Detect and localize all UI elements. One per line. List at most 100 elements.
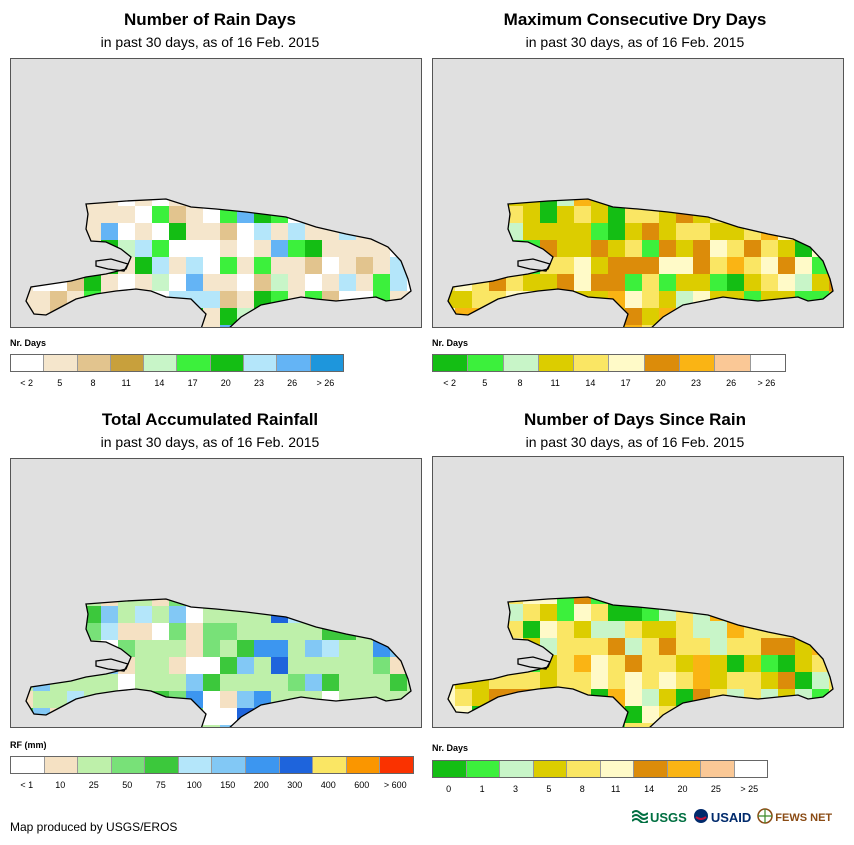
map-days-since-rain[interactable] xyxy=(432,456,844,728)
map-grid-cell xyxy=(237,199,254,206)
map-grid-cell xyxy=(591,274,608,291)
legend-swatch xyxy=(574,355,610,371)
map-grid-cell xyxy=(288,199,305,206)
map-grid-cell xyxy=(118,325,135,327)
map-grid-cell xyxy=(608,291,625,308)
legend-bar xyxy=(432,354,786,372)
map-grid-cell xyxy=(84,308,101,325)
gonave-coastline xyxy=(517,258,551,272)
legend-swatch xyxy=(44,757,79,773)
map-grid-cell xyxy=(84,725,101,727)
map-grid-cell xyxy=(305,308,322,325)
map-grid-cell xyxy=(693,597,710,604)
map-grid-cell xyxy=(659,199,676,206)
map-grid-cell xyxy=(152,199,169,206)
panel-subtitle: in past 30 days, as of 16 Feb. 2015 xyxy=(525,34,745,50)
map-grid-cell xyxy=(812,206,829,223)
panel-days-since-rain: Number of Days Since Rain in past 30 day… xyxy=(425,400,845,800)
map-grid-cell xyxy=(574,604,591,621)
map-grid-cell xyxy=(557,308,574,325)
map-grid-cell xyxy=(727,199,744,206)
legend-tick-label: 20 xyxy=(655,378,666,388)
map-grid-cell xyxy=(271,623,288,640)
map-grid-cell xyxy=(761,274,778,291)
map-grid-cell xyxy=(812,621,829,638)
map-grid-cell xyxy=(693,274,710,291)
map-grid-cell xyxy=(26,599,33,606)
legend-tick-label: > 25 xyxy=(740,784,759,794)
map-grid-cell xyxy=(339,708,356,725)
map-grid-cell xyxy=(744,240,761,257)
map-grid-cell xyxy=(795,199,812,206)
map-grid-cell xyxy=(84,657,101,674)
map-dry-days[interactable] xyxy=(432,58,844,328)
map-grid-cell xyxy=(50,206,67,223)
map-grid-cell xyxy=(778,723,795,727)
map-grid-cell xyxy=(693,604,710,621)
legend-swatch xyxy=(44,355,78,371)
map-grid-cell xyxy=(169,240,186,257)
map-grid-cell xyxy=(812,308,829,325)
map-grid-cell xyxy=(33,199,50,206)
map-grid-cell xyxy=(254,223,271,240)
map-grid-cell xyxy=(761,308,778,325)
map-grid-cell xyxy=(254,199,271,206)
legend-swatch xyxy=(11,757,45,773)
map-grid-cell xyxy=(322,308,339,325)
map-grid-cell xyxy=(254,708,271,725)
map-grid-cell xyxy=(203,223,220,240)
map-grid-cell xyxy=(373,325,390,327)
map-grid-cell xyxy=(50,725,67,727)
map-grid-cell xyxy=(101,206,118,223)
map-grid-cell xyxy=(557,597,574,604)
legend-title: RF (mm) xyxy=(10,740,47,750)
map-grid-cell xyxy=(455,240,472,257)
map-grid-cell xyxy=(118,223,135,240)
map-grid-cell xyxy=(506,240,523,257)
map-grid-cell xyxy=(778,206,795,223)
map-grid-cell xyxy=(676,706,693,723)
map-grid-cell xyxy=(795,723,812,727)
map-grid-cell xyxy=(203,206,220,223)
map-grid-cell xyxy=(448,706,455,723)
map-grid-cell xyxy=(642,638,659,655)
map-grid-cell xyxy=(795,706,812,723)
map-grid-cell xyxy=(356,691,373,708)
map-grid-cell xyxy=(26,223,33,240)
map-grid-cell xyxy=(237,623,254,640)
map-grid-cell xyxy=(812,274,829,291)
map-rain-days[interactable] xyxy=(10,58,422,328)
map-grid-cell xyxy=(118,708,135,725)
map-grid-cell xyxy=(557,240,574,257)
map-grid-cell xyxy=(254,325,271,327)
map-grid-cell xyxy=(67,725,84,727)
map-grid-cell xyxy=(710,672,727,689)
map-grid-cell xyxy=(591,223,608,240)
map-grid-cell xyxy=(152,623,169,640)
map-grid-cell xyxy=(829,240,833,257)
map-grid-cell xyxy=(33,325,50,327)
map-grid-cell xyxy=(237,599,254,606)
map-total-rainfall[interactable] xyxy=(10,458,422,728)
map-grid-cell xyxy=(373,599,390,606)
map-grid-cell xyxy=(608,240,625,257)
map-grid-cell xyxy=(135,606,152,623)
map-grid-cell xyxy=(271,274,288,291)
map-grid-cell xyxy=(540,604,557,621)
map-grid-cell xyxy=(472,223,489,240)
map-grid-cell xyxy=(322,674,339,691)
map-grid-cell xyxy=(795,638,812,655)
map-grid-cell xyxy=(50,325,67,327)
map-grid-cell xyxy=(608,621,625,638)
island-coastline xyxy=(447,198,834,327)
map-grid-cell xyxy=(186,223,203,240)
map-grid-cell xyxy=(288,674,305,691)
map-grid-cell xyxy=(220,257,237,274)
map-grid-cell xyxy=(557,257,574,274)
map-grid-cell xyxy=(744,206,761,223)
legend-tick-label: > 26 xyxy=(757,378,776,388)
map-grid-cell xyxy=(237,725,254,727)
map-grid-cell xyxy=(455,604,472,621)
map-grid-cell xyxy=(625,689,642,706)
map-grid-cell xyxy=(574,291,591,308)
